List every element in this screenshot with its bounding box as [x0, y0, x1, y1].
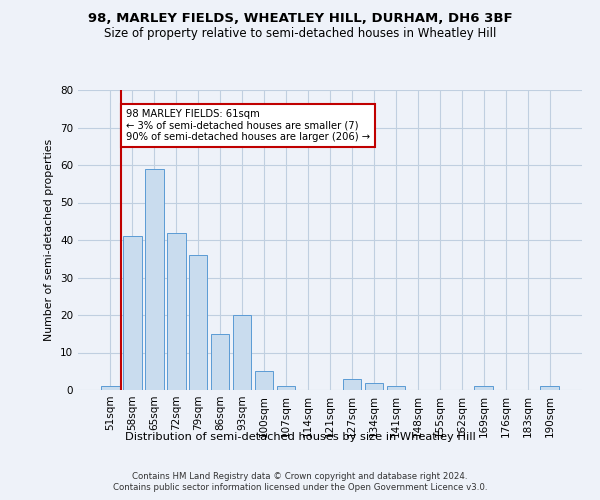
Bar: [343, 379, 361, 390]
Bar: [386, 386, 405, 390]
Bar: [211, 334, 229, 390]
Text: Size of property relative to semi-detached houses in Wheatley Hill: Size of property relative to semi-detach…: [104, 28, 496, 40]
Text: Contains HM Land Registry data © Crown copyright and database right 2024.: Contains HM Land Registry data © Crown c…: [132, 472, 468, 481]
Bar: [541, 386, 559, 390]
Bar: [365, 382, 383, 390]
Text: Contains public sector information licensed under the Open Government Licence v3: Contains public sector information licen…: [113, 484, 487, 492]
Bar: [277, 386, 295, 390]
Bar: [233, 315, 251, 390]
Bar: [101, 386, 119, 390]
Bar: [255, 371, 274, 390]
Text: 98, MARLEY FIELDS, WHEATLEY HILL, DURHAM, DH6 3BF: 98, MARLEY FIELDS, WHEATLEY HILL, DURHAM…: [88, 12, 512, 26]
Bar: [189, 255, 208, 390]
Y-axis label: Number of semi-detached properties: Number of semi-detached properties: [44, 139, 55, 341]
Bar: [123, 236, 142, 390]
Bar: [475, 386, 493, 390]
Text: 98 MARLEY FIELDS: 61sqm
← 3% of semi-detached houses are smaller (7)
90% of semi: 98 MARLEY FIELDS: 61sqm ← 3% of semi-det…: [125, 109, 370, 142]
Bar: [145, 169, 164, 390]
Text: Distribution of semi-detached houses by size in Wheatley Hill: Distribution of semi-detached houses by …: [125, 432, 475, 442]
Bar: [167, 232, 185, 390]
